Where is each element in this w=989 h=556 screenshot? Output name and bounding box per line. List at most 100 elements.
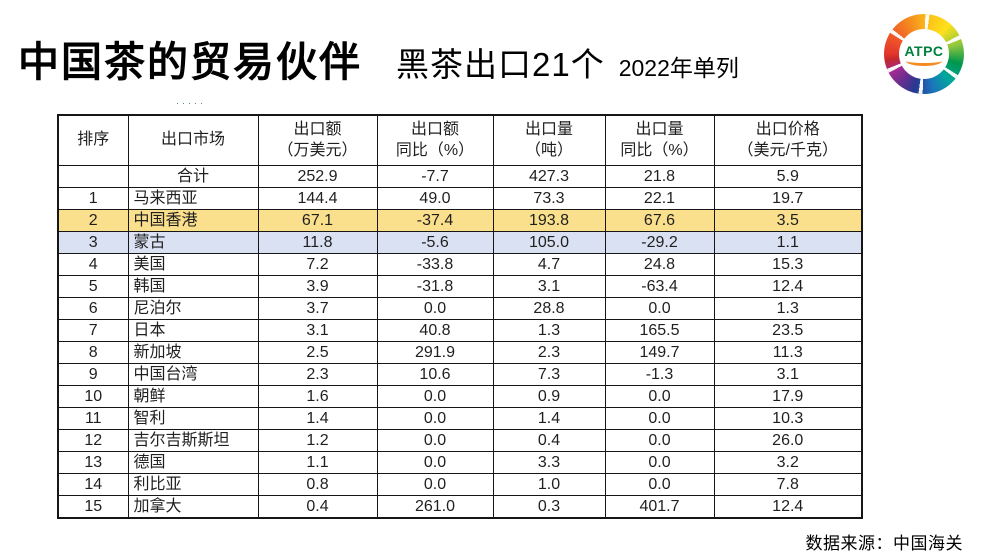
rank-cell: 5 <box>57 275 129 298</box>
rank-cell <box>57 165 129 188</box>
rank-cell: 11 <box>57 407 129 430</box>
value-yoy-cell: 0.0 <box>376 473 494 496</box>
market-cell: 吉尔吉斯斯坦 <box>127 429 259 452</box>
volume-yoy-cell: -1.3 <box>604 363 715 386</box>
column-header: 出口额 同比（%） <box>376 114 494 166</box>
clipped-text-artifact: ····· <box>176 100 206 107</box>
market-cell: 合计 <box>127 165 259 188</box>
logo-center: ATPC <box>884 14 964 94</box>
price-cell: 3.1 <box>713 363 863 386</box>
price-cell: 12.4 <box>713 275 863 298</box>
market-cell: 韩国 <box>127 275 259 298</box>
table-row: 3 蒙古 11.8 -5.6 105.0 -29.2 1.1 <box>57 231 863 254</box>
table-row: 1 马来西亚 144.4 49.0 73.3 22.1 19.7 <box>57 187 863 210</box>
volume-cell: 0.4 <box>492 429 606 452</box>
volume-cell: 193.8 <box>492 209 606 232</box>
value-cell: 1.6 <box>257 385 378 408</box>
rank-cell: 6 <box>57 297 129 320</box>
logo-arc-icon <box>906 56 942 66</box>
volume-yoy-cell: 0.0 <box>604 385 715 408</box>
volume-yoy-cell: 0.0 <box>604 297 715 320</box>
price-cell: 11.3 <box>713 341 863 364</box>
volume-cell: 3.1 <box>492 275 606 298</box>
value-cell: 2.5 <box>257 341 378 364</box>
rainbow-swirl-icon <box>884 14 964 94</box>
value-cell: 1.1 <box>257 451 378 474</box>
value-yoy-cell: 49.0 <box>376 187 494 210</box>
value-yoy-cell: -7.7 <box>376 165 494 188</box>
rank-cell: 13 <box>57 451 129 474</box>
volume-yoy-cell: 22.1 <box>604 187 715 210</box>
table-row: 13 德国 1.1 0.0 3.3 0.0 3.2 <box>57 451 863 474</box>
market-cell: 新加坡 <box>127 341 259 364</box>
value-cell: 11.8 <box>257 231 378 254</box>
table-header: 排序 出口市场 出口额 （万美元） 出口额 同比（%） 出口量 （吨） 出口量 同比（%） 出口价格… <box>57 114 863 166</box>
price-cell: 26.0 <box>713 429 863 452</box>
table-row: 4 美国 7.2 -33.8 4.7 24.8 15.3 <box>57 253 863 276</box>
volume-cell: 4.7 <box>492 253 606 276</box>
value-cell: 7.2 <box>257 253 378 276</box>
market-cell: 马来西亚 <box>127 187 259 210</box>
price-cell: 10.3 <box>713 407 863 430</box>
table-row: 15 加拿大 0.4 261.0 0.3 401.7 12.4 <box>57 495 863 519</box>
volume-yoy-cell: -63.4 <box>604 275 715 298</box>
rank-cell: 10 <box>57 385 129 408</box>
export-table: 排序 出口市场 出口额 （万美元） 出口额 同比（%） 出口量 （吨） 出口量 同比（%） 出口价格… <box>57 114 863 519</box>
volume-cell: 7.3 <box>492 363 606 386</box>
value-yoy-cell: 40.8 <box>376 319 494 342</box>
price-cell: 7.8 <box>713 473 863 496</box>
price-cell: 12.4 <box>713 495 863 519</box>
volume-cell: 427.3 <box>492 165 606 188</box>
volume-yoy-cell: 165.5 <box>604 319 715 342</box>
value-cell: 0.8 <box>257 473 378 496</box>
table-row: 14 利比亚 0.8 0.0 1.0 0.0 7.8 <box>57 473 863 496</box>
volume-cell: 73.3 <box>492 187 606 210</box>
table-row: 12 吉尔吉斯斯坦 1.2 0.0 0.4 0.0 26.0 <box>57 429 863 452</box>
price-cell: 1.1 <box>713 231 863 254</box>
subtitle-note: 2022年单列 <box>618 55 739 81</box>
data-source: 数据来源：中国海关 <box>805 534 963 553</box>
volume-cell: 1.0 <box>492 473 606 496</box>
column-header: 出口市场 <box>127 114 259 166</box>
table-row: 5 韩国 3.9 -31.8 3.1 -63.4 12.4 <box>57 275 863 298</box>
volume-yoy-cell: 0.0 <box>604 473 715 496</box>
market-cell: 中国台湾 <box>127 363 259 386</box>
rank-cell: 1 <box>57 187 129 210</box>
value-yoy-cell: -37.4 <box>376 209 494 232</box>
volume-yoy-cell: -29.2 <box>604 231 715 254</box>
value-cell: 67.1 <box>257 209 378 232</box>
rank-cell: 15 <box>57 495 129 519</box>
value-yoy-cell: -5.6 <box>376 231 494 254</box>
rank-cell: 7 <box>57 319 129 342</box>
value-yoy-cell: 0.0 <box>376 297 494 320</box>
market-cell: 蒙古 <box>127 231 259 254</box>
table-row: 8 新加坡 2.5 291.9 2.3 149.7 11.3 <box>57 341 863 364</box>
value-cell: 1.4 <box>257 407 378 430</box>
value-cell: 1.2 <box>257 429 378 452</box>
volume-cell: 3.3 <box>492 451 606 474</box>
rank-cell: 4 <box>57 253 129 276</box>
market-cell: 中国香港 <box>127 209 259 232</box>
table-row: 7 日本 3.1 40.8 1.3 165.5 23.5 <box>57 319 863 342</box>
rank-cell: 14 <box>57 473 129 496</box>
rank-cell: 12 <box>57 429 129 452</box>
rank-cell: 9 <box>57 363 129 386</box>
table-row: 合计 252.9 -7.7 427.3 21.8 5.9 <box>57 165 863 188</box>
column-header: 出口量 （吨） <box>492 114 606 166</box>
market-cell: 美国 <box>127 253 259 276</box>
value-yoy-cell: -31.8 <box>376 275 494 298</box>
table-row: 10 朝鲜 1.6 0.0 0.9 0.0 17.9 <box>57 385 863 408</box>
title-row: 中国茶的贸易伙伴 黑茶出口21个 2022年单列 <box>18 28 739 88</box>
column-header: 排序 <box>57 114 129 166</box>
page-subtitle: 黑茶出口21个 <box>396 46 605 83</box>
value-cell: 252.9 <box>257 165 378 188</box>
value-yoy-cell: 261.0 <box>376 495 494 519</box>
volume-cell: 1.4 <box>492 407 606 430</box>
price-cell: 5.9 <box>713 165 863 188</box>
value-yoy-cell: 10.6 <box>376 363 494 386</box>
volume-cell: 105.0 <box>492 231 606 254</box>
value-cell: 3.7 <box>257 297 378 320</box>
column-header: 出口价格 （美元/千克） <box>713 114 863 166</box>
price-cell: 15.3 <box>713 253 863 276</box>
